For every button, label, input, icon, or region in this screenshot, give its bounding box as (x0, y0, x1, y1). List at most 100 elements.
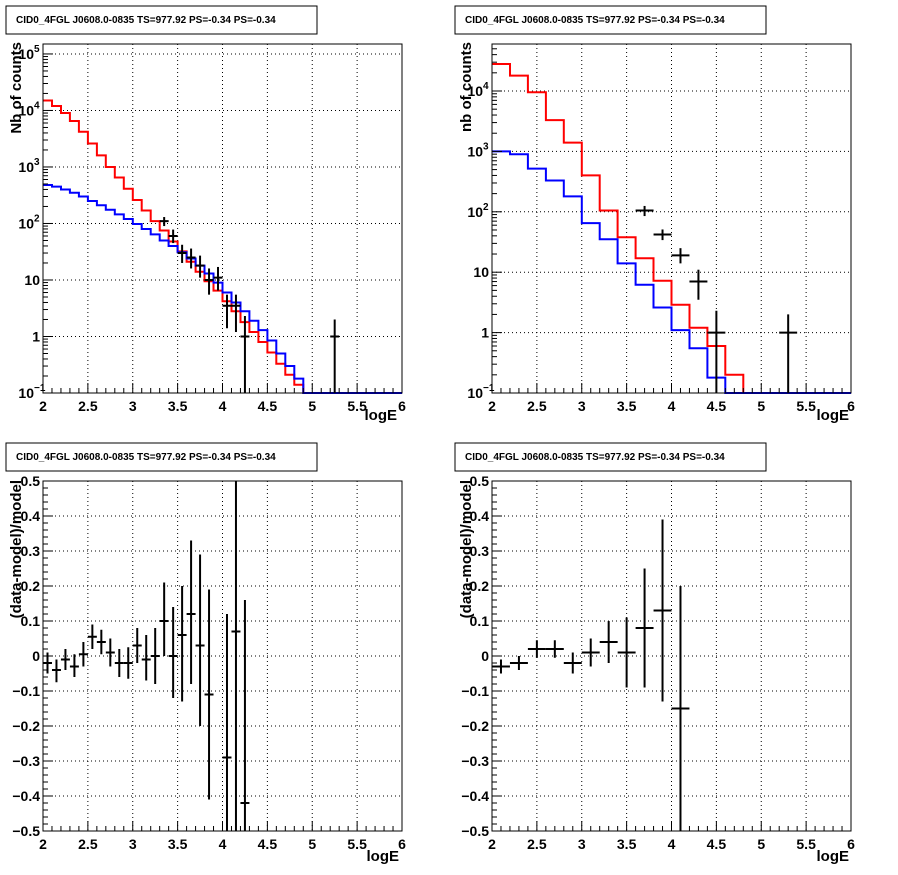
y-tick-label: −0.1 (12, 683, 40, 699)
data-point (671, 586, 690, 831)
data-point (105, 638, 115, 667)
data-point (492, 659, 510, 674)
y-tick-label: 10 (18, 102, 34, 118)
x-tick-label: 5 (757, 398, 765, 414)
y-tick-label: 10 (18, 215, 34, 231)
y-axis-label: (data-model)/model (458, 480, 475, 618)
y-tick-label: −0.4 (12, 788, 40, 804)
panel-title: CID0_4FGL J0608.0-0835 TS=977.92 PS=-0.3… (465, 15, 725, 26)
data-point (231, 481, 241, 831)
x-tick-label: 2.5 (527, 836, 547, 852)
panel-title-box (5, 442, 318, 472)
panel-title-box (454, 442, 767, 472)
y-tick-label: 10 (18, 385, 34, 401)
y-tick-label: 0 (481, 648, 489, 664)
y-tick-label: 10 (467, 83, 483, 99)
x-tick-label: 5 (308, 398, 316, 414)
data-point (159, 217, 169, 227)
data-point (132, 628, 142, 663)
y-tick-label: 0.1 (470, 613, 490, 629)
x-tick-label: 3.5 (617, 398, 637, 414)
panel-title: CID0_4FGL J0608.0-0835 TS=977.92 PS=-0.3… (465, 452, 725, 463)
y-tick-label: 0.1 (21, 613, 41, 629)
y-tick-exponent: −1 (483, 383, 495, 394)
x-tick-label: 5.5 (796, 398, 816, 414)
y-tick-label: 0.3 (21, 543, 41, 559)
y-tick-label: 0.4 (470, 508, 490, 524)
data-point (186, 248, 196, 269)
x-tick-label: 6 (398, 836, 406, 852)
x-tick-label: 2.5 (78, 836, 98, 852)
y-tick-label: 0.2 (21, 578, 41, 594)
y-axis-label: nb of counts (458, 42, 475, 132)
panel-bottom-left: CID0_4FGL J0608.0-0835 TS=977.92 PS=-0.3… (5, 442, 406, 865)
y-tick-label: 0.3 (470, 543, 490, 559)
data-point (527, 640, 546, 658)
x-axis-label: logE (817, 848, 850, 865)
data-point (195, 255, 205, 278)
data-point (707, 310, 726, 393)
y-tick-label: 10 (467, 143, 483, 159)
y-axis-label: (data-model)/model (8, 480, 25, 618)
y-tick-label: 0.5 (21, 473, 41, 489)
y-tick-exponent: 3 (34, 157, 40, 168)
data-point (204, 589, 214, 800)
x-tick-label: 2 (39, 836, 47, 852)
data-point (168, 229, 178, 244)
x-tick-label: 4.5 (258, 398, 278, 414)
x-tick-label: 2.5 (78, 398, 98, 414)
data-point (195, 554, 205, 726)
data-point (240, 316, 250, 393)
data-point (222, 294, 232, 329)
y-tick-label: 1 (32, 328, 40, 344)
x-tick-label: 3.5 (617, 836, 637, 852)
data-point (581, 638, 600, 667)
panel-title-box (454, 5, 767, 35)
x-tick-label: 3 (129, 398, 137, 414)
x-axis-label: logE (365, 407, 398, 424)
panel-top-right: CID0_4FGL J0608.0-0835 TS=977.92 PS=-0.3… (454, 5, 855, 424)
data-point (509, 656, 528, 670)
x-tick-label: 5.5 (347, 836, 367, 852)
y-tick-label: 10 (467, 385, 483, 401)
data-point (186, 540, 196, 684)
data-point (141, 635, 151, 681)
y-tick-label: 10 (18, 159, 34, 175)
data-point (779, 314, 798, 393)
x-tick-label: 3.5 (168, 398, 188, 414)
panel-bottom-right: CID0_4FGL J0608.0-0835 TS=977.92 PS=-0.3… (454, 442, 855, 865)
data-point (213, 266, 223, 291)
x-tick-label: 3 (578, 836, 586, 852)
data-point (617, 617, 636, 688)
y-tick-label: 10 (18, 46, 34, 62)
data-point (69, 654, 79, 677)
data-point (671, 248, 690, 264)
x-tick-label: 4 (668, 836, 676, 852)
data-point (231, 294, 241, 333)
data-point (240, 600, 250, 831)
x-axis-label: logE (817, 407, 850, 424)
x-tick-label: 5 (308, 836, 316, 852)
y-tick-label: 10 (24, 272, 40, 288)
data-point (60, 649, 70, 670)
panel-top-left: CID0_4FGL J0608.0-0835 TS=977.92 PS=-0.3… (5, 5, 406, 424)
data-point (330, 319, 340, 393)
y-tick-label: 10 (473, 264, 489, 280)
x-tick-label: 2 (488, 398, 496, 414)
y-tick-label: 0.4 (21, 508, 41, 524)
data-point (635, 205, 654, 217)
x-tick-label: 6 (847, 836, 855, 852)
x-tick-label: 4.5 (258, 836, 278, 852)
data-point (159, 582, 169, 656)
y-tick-exponent: 2 (483, 202, 489, 213)
data-point (599, 621, 618, 663)
x-tick-label: 5 (757, 836, 765, 852)
data-point (653, 519, 672, 702)
y-axis-label: Nb of counts (8, 42, 25, 134)
data-point (87, 624, 97, 649)
data-point (545, 640, 564, 658)
data-point (114, 649, 124, 677)
data-point (51, 659, 61, 683)
x-tick-label: 4 (219, 398, 227, 414)
data-point (635, 568, 654, 688)
